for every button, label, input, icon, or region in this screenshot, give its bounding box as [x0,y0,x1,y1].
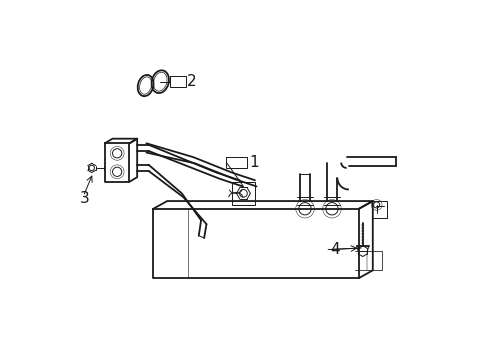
Text: 2: 2 [187,74,197,89]
Text: 4: 4 [330,242,340,257]
Text: 1: 1 [249,155,258,170]
Text: 3: 3 [79,191,89,206]
